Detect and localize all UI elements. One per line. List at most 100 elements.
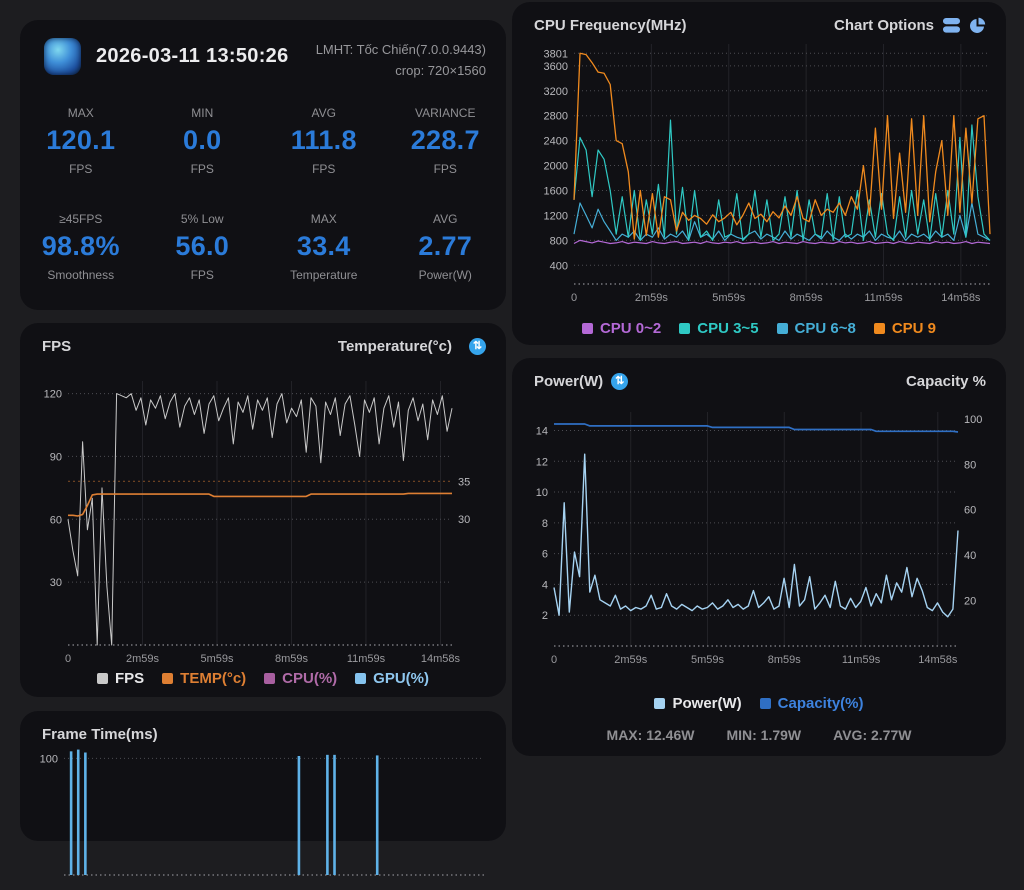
svg-text:3200: 3200: [544, 86, 568, 98]
legend-item-cpu02: CPU 0~2: [581, 320, 661, 337]
legend-item-power: Power(W): [654, 695, 742, 712]
svg-text:8: 8: [542, 518, 548, 530]
svg-text:3801: 3801: [544, 48, 568, 60]
fps-swatch: [96, 673, 108, 684]
svg-text:8m59s: 8m59s: [275, 653, 309, 665]
svg-text:2800: 2800: [544, 111, 568, 123]
cpu68-swatch: [776, 323, 788, 334]
svg-text:1200: 1200: [544, 210, 568, 222]
svg-text:4: 4: [542, 579, 548, 591]
svg-text:2m59s: 2m59s: [635, 292, 669, 304]
svg-text:0: 0: [571, 292, 577, 304]
svg-text:100: 100: [40, 753, 58, 765]
app-name: LMHT: Tốc Chiến(7.0.0.9443): [315, 42, 486, 57]
legend-item-fps: FPS: [96, 670, 144, 687]
cpu35-swatch: [679, 323, 691, 334]
svg-text:20: 20: [964, 596, 976, 608]
fps-legend: FPS TEMP(°c) CPU(%) GPU(%): [20, 670, 506, 687]
legend-item-cpu68: CPU 6~8: [776, 320, 856, 337]
svg-text:5m59s: 5m59s: [712, 292, 746, 304]
stat-avg-fps: AVG 111.8 FPS: [290, 105, 357, 176]
cpu-frequency-card: CPU Frequency(MHz) Chart Options 0 2m59s 5…: [512, 2, 1006, 345]
capacity-swatch: [759, 698, 771, 709]
cpu-pct-swatch: [264, 673, 276, 684]
legend-item-capacity: Capacity(%): [759, 695, 864, 712]
svg-text:2m59s: 2m59s: [126, 653, 160, 665]
power-min: MIN: 1.79W: [726, 727, 802, 743]
stat-5pct-low: 5% Low 56.0 FPS: [175, 211, 230, 282]
power-stats-row: MAX: 12.46W MIN: 1.79W AVG: 2.77W: [512, 727, 1006, 743]
power-chart-title: Power(W): [534, 373, 604, 390]
fps-chart-title: FPS: [42, 338, 72, 355]
legend-item-gpu-pct: GPU(%): [355, 670, 429, 687]
svg-text:30: 30: [458, 514, 470, 526]
svg-text:8m59s: 8m59s: [768, 654, 802, 666]
svg-text:10: 10: [536, 487, 548, 499]
power-chart-card: Power(W) ⇅ Capacity % 0 2m59s 5m59s 8m59s 11…: [512, 358, 1006, 756]
svg-text:100: 100: [964, 414, 982, 426]
svg-text:11m59s: 11m59s: [347, 653, 386, 665]
svg-text:120: 120: [44, 389, 62, 401]
svg-text:5m59s: 5m59s: [200, 653, 234, 665]
stat-smoothness: ≥45FPS 98.8% Smoothness: [41, 211, 120, 282]
svg-text:30: 30: [50, 577, 62, 589]
legend-item-cpu9: CPU 9: [873, 320, 936, 337]
svg-text:40: 40: [964, 550, 976, 562]
temp-swatch: [162, 673, 174, 684]
svg-text:14: 14: [536, 425, 548, 437]
svg-text:0: 0: [65, 653, 71, 665]
svg-text:2000: 2000: [544, 161, 568, 173]
svg-text:2m59s: 2m59s: [614, 654, 648, 666]
svg-text:90: 90: [50, 451, 62, 463]
svg-text:400: 400: [550, 260, 568, 272]
svg-text:14m58s: 14m58s: [421, 653, 461, 665]
svg-text:800: 800: [550, 235, 568, 247]
svg-text:11m59s: 11m59s: [864, 292, 903, 304]
summary-header: 2026-03-11 13:50:26 LMHT: Tốc Chiến(7.0.…: [20, 20, 506, 82]
record-datetime: 2026-03-11 13:50:26: [96, 45, 289, 67]
legend-item-cpu-pct: CPU(%): [264, 670, 337, 687]
power-legend: Power(W) Capacity(%): [512, 695, 1006, 712]
performance-summary-card: 2026-03-11 13:50:26 LMHT: Tốc Chiến(7.0.…: [20, 20, 506, 310]
app-info: LMHT: Tốc Chiến(7.0.0.9443) crop: 720×15…: [316, 40, 486, 82]
stat-avg-power: AVG 2.77 Power(W): [418, 211, 473, 282]
svg-text:5m59s: 5m59s: [691, 654, 725, 666]
svg-text:1600: 1600: [544, 185, 568, 197]
fps-temperature-plot: 0 2m59s 5m59s 8m59s 11m59s 14m58s 30 60 90 120 30 3…: [30, 373, 496, 671]
cpu02-swatch: [581, 323, 593, 334]
svg-text:6: 6: [542, 549, 548, 561]
power-capacity-plot: 0 2m59s 5m59s 8m59s 11m59s 14m58s 2 4 6 8 10 12 14 20…: [522, 404, 998, 670]
pie-chart-icon[interactable]: [969, 17, 986, 34]
svg-text:60: 60: [50, 514, 62, 526]
cpu-frequency-title: CPU Frequency(MHz): [534, 17, 687, 34]
frame-time-plot: 100: [30, 745, 496, 885]
cpu-frequency-plot: 0 2m59s 5m59s 8m59s 11m59s 14m58s 400 800 1200 16…: [518, 36, 998, 308]
swap-axis-icon[interactable]: ⇅: [469, 338, 486, 355]
power-avg: AVG: 2.77W: [833, 727, 912, 743]
cpu-legend: CPU 0~2 CPU 3~5 CPU 6~8 CPU 9: [512, 320, 1006, 337]
stat-min-fps: MIN 0.0 FPS: [183, 105, 222, 176]
stat-max-fps: MAX 120.1 FPS: [46, 105, 116, 176]
capacity-axis-label: Capacity %: [905, 373, 986, 390]
legend-item-cpu35: CPU 3~5: [679, 320, 759, 337]
svg-text:14m58s: 14m58s: [918, 654, 958, 666]
svg-text:14m58s: 14m58s: [941, 292, 981, 304]
legend-item-temp: TEMP(°c): [162, 670, 246, 687]
stat-max-temperature: MAX 33.4 Temperature: [290, 211, 358, 282]
crop-resolution: crop: 720×1560: [395, 62, 486, 78]
svg-text:0: 0: [551, 654, 557, 666]
gpu-pct-swatch: [355, 673, 367, 684]
fps-chart-card: FPS Temperature(°c) ⇅ 0 2m59s 5m59s 8m59s 11…: [20, 323, 506, 697]
stats-grid: MAX 120.1 FPS MIN 0.0 FPS AVG 111.8 FPS …: [20, 106, 506, 282]
power-swatch: [654, 698, 666, 709]
swap-axis-icon[interactable]: ⇅: [611, 373, 629, 390]
frame-time-title: Frame Time(ms): [42, 726, 158, 743]
power-max: MAX: 12.46W: [606, 727, 695, 743]
svg-text:8m59s: 8m59s: [790, 292, 824, 304]
frame-time-card: Frame Time(ms) 100: [20, 711, 506, 876]
svg-text:60: 60: [964, 505, 976, 517]
svg-text:11m59s: 11m59s: [842, 654, 881, 666]
stacked-bars-icon[interactable]: [943, 18, 960, 33]
svg-text:2: 2: [542, 610, 548, 622]
svg-text:2400: 2400: [544, 136, 568, 148]
